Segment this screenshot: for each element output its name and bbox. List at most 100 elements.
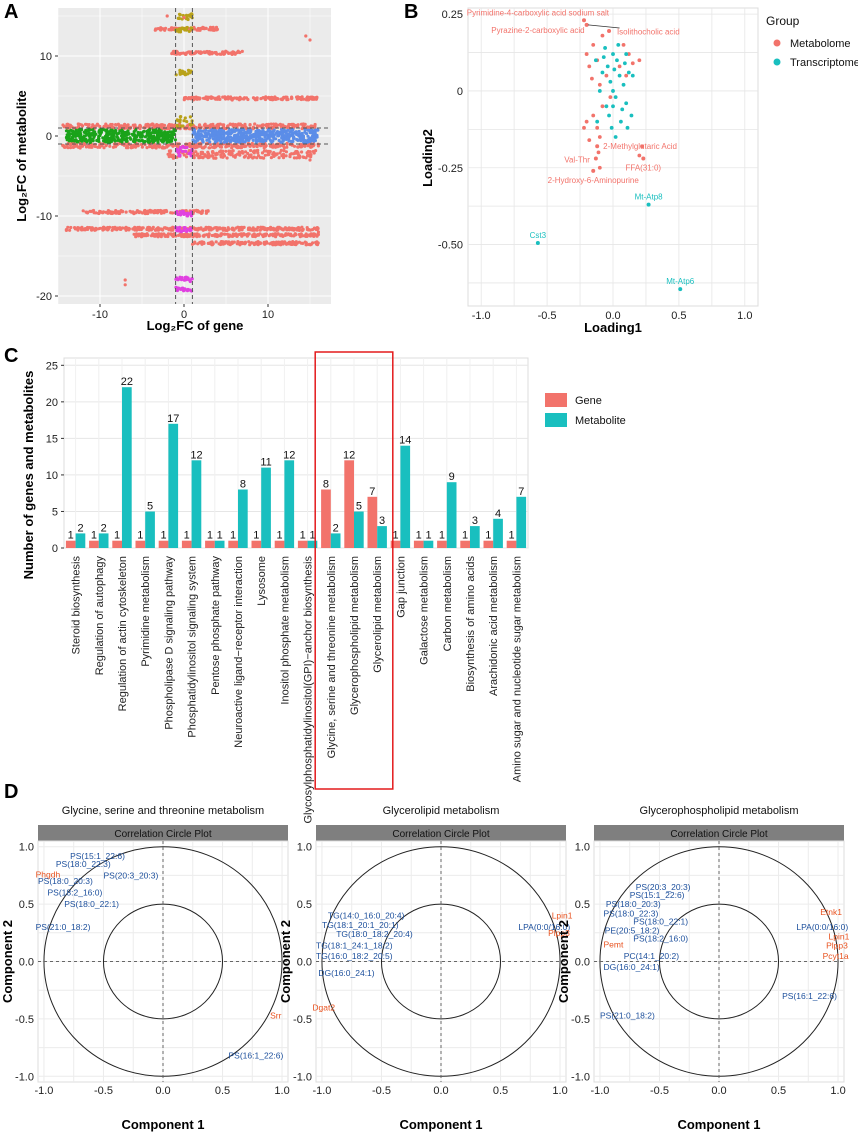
data-point-salmon (234, 232, 238, 236)
data-point-green (83, 134, 87, 138)
data-point-green (169, 136, 173, 140)
y-tick-label: 15 (46, 433, 58, 445)
data-point-salmon (170, 233, 174, 237)
data-point-salmon (255, 124, 260, 128)
data-point-salmon (190, 242, 195, 246)
data-point-magenta (182, 228, 186, 233)
y-tick-label: 0 (457, 86, 463, 98)
data-point-salmon (268, 144, 272, 148)
data-point-salmon (239, 232, 243, 236)
data-point-olive (178, 27, 182, 31)
data-point-salmon (241, 151, 245, 155)
data-point-salmon (257, 143, 262, 147)
metabolome-point (597, 135, 602, 139)
data-point-salmon (85, 210, 89, 214)
variable-label: TG(14:0_16:0_20:4) (328, 911, 405, 921)
data-point-magenta (184, 149, 188, 153)
data-point-salmon (251, 150, 255, 154)
legend-metabolome-label: Metabolome (790, 38, 851, 50)
bar-gene (297, 540, 308, 548)
bar-gene (135, 540, 146, 548)
metabolome-point (630, 61, 635, 66)
data-point-salmon (307, 154, 311, 158)
transcriptome-point (611, 89, 615, 93)
data-point-salmon (240, 225, 244, 229)
data-point-salmon (108, 144, 112, 148)
data-point-salmon (304, 34, 308, 38)
data-point-salmon (206, 156, 210, 160)
y-tick-label: -0.5 (571, 1014, 590, 1026)
strip-background (316, 825, 566, 841)
metabolome-point (597, 82, 602, 87)
category-label: Pentose phosphate pathway (210, 556, 222, 695)
data-point-salmon (271, 227, 275, 231)
data-point-salmon (132, 226, 136, 231)
data-point-salmon (272, 151, 276, 156)
data-point-blue (217, 134, 221, 138)
data-point-salmon (285, 145, 289, 149)
data-point-green (120, 138, 124, 142)
category-label: Amino sugar and nucleotide sugar metabol… (511, 556, 523, 782)
bar-value-label: 1 (230, 530, 236, 542)
data-point-green (151, 128, 155, 132)
data-point-salmon (181, 51, 185, 55)
data-point-salmon (228, 142, 232, 146)
bar-gene (321, 489, 331, 548)
variable-label: DG(16:0_24:1) (318, 968, 374, 978)
data-point-blue (275, 130, 280, 134)
data-point-blue (229, 131, 233, 135)
data-point-salmon (278, 226, 282, 230)
data-point-salmon (204, 95, 208, 99)
transcriptome-point (626, 70, 631, 75)
category-label: Lysosome (256, 556, 268, 606)
data-point-green (88, 128, 92, 132)
data-point-salmon (97, 211, 101, 216)
data-point-salmon (194, 232, 198, 236)
data-point-salmon (207, 232, 211, 237)
panel-b-grid (468, 8, 758, 306)
bar-value-label: 1 (217, 530, 223, 542)
data-point-salmon (159, 233, 163, 238)
data-point-salmon (218, 226, 222, 230)
panel-a-y-title: Log₂FC of metabolite (14, 90, 29, 221)
metabolome-point (591, 42, 596, 47)
data-point-salmon (308, 243, 312, 247)
data-point-blue (200, 138, 204, 142)
data-point-blue (241, 137, 245, 141)
data-point-green (74, 138, 78, 142)
y-tick-label: -10 (36, 211, 52, 223)
panel-c-ticks: 0 5 10 15 20 25 (46, 360, 64, 555)
panel-b-y-title: Loading2 (420, 129, 435, 187)
data-point-salmon (211, 151, 215, 155)
data-point-blue (292, 131, 297, 135)
variable-label: TG(18:1_20:1_20:1) (322, 920, 399, 930)
data-point-salmon (172, 50, 176, 54)
data-point-olive (179, 124, 183, 128)
data-point-salmon (269, 122, 273, 126)
data-point-green (136, 130, 140, 135)
data-point-green (104, 140, 108, 144)
data-point-green (78, 136, 82, 140)
labeled-point (607, 29, 612, 34)
data-point-blue (191, 132, 195, 136)
data-point-salmon (201, 234, 205, 238)
panel-d-label: D (4, 781, 18, 803)
data-point-salmon (232, 240, 236, 244)
data-point-salmon (98, 226, 102, 230)
bar-value-label: 12 (343, 449, 355, 461)
data-point-salmon (196, 152, 200, 156)
y-tick-label: 1.0 (19, 842, 34, 854)
data-point-salmon (196, 209, 200, 213)
metabolome-point (621, 42, 626, 47)
y-tick-label: 10 (46, 470, 58, 482)
data-point-blue (197, 128, 202, 132)
data-point-magenta (183, 277, 187, 282)
data-point-salmon (182, 235, 186, 239)
data-point-salmon (89, 145, 93, 149)
bar-value-label: 1 (439, 530, 445, 542)
data-point-salmon (289, 96, 294, 101)
bar-value-label: 1 (137, 530, 143, 542)
data-point-salmon (221, 95, 225, 99)
bar-metabolite (122, 387, 132, 548)
data-point-green (165, 135, 169, 139)
